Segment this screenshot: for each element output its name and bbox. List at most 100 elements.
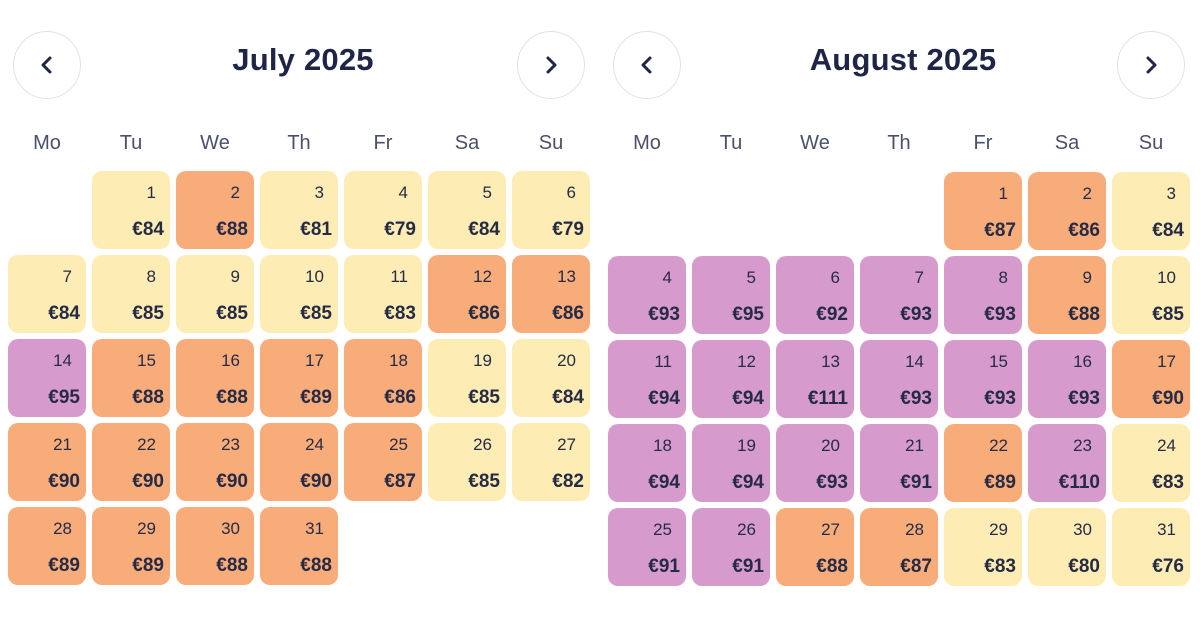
day-cell[interactable]: 3 €81 [260, 171, 338, 249]
day-cell[interactable]: 14 €95 [8, 339, 86, 417]
day-cell[interactable]: 30 €80 [1028, 508, 1106, 586]
month-title: August 2025 [809, 42, 997, 77]
day-cell[interactable]: 5 €84 [428, 171, 506, 249]
day-price: €85 [468, 471, 500, 492]
day-cell[interactable]: 19 €85 [428, 339, 506, 417]
next-month-button[interactable] [517, 31, 585, 99]
day-cell[interactable]: 14 €93 [860, 340, 938, 418]
day-cell[interactable]: 20 €84 [512, 339, 590, 417]
weekday-label: We [800, 132, 830, 154]
day-number: 29 [989, 520, 1008, 539]
day-cell[interactable]: 16 €93 [1028, 340, 1106, 418]
day-cell[interactable]: 26 €91 [692, 508, 770, 586]
day-cell[interactable]: 4 €93 [608, 256, 686, 334]
day-cell[interactable]: 11 €83 [344, 255, 422, 333]
day-cell[interactable]: 21 €90 [8, 423, 86, 501]
day-price: €79 [552, 219, 584, 240]
chevron-right-icon [546, 56, 557, 74]
day-price: €93 [984, 304, 1016, 325]
day-price: €88 [216, 555, 248, 576]
day-price: €88 [816, 556, 848, 577]
day-price: €91 [900, 472, 932, 493]
day-cell[interactable]: 10 €85 [260, 255, 338, 333]
day-cell[interactable]: 3 €84 [1112, 172, 1190, 250]
day-cell[interactable]: 13 €86 [512, 255, 590, 333]
day-cell[interactable]: 6 €79 [512, 171, 590, 249]
day-cell[interactable]: 2 €88 [176, 171, 254, 249]
day-cell[interactable]: 11 €94 [608, 340, 686, 418]
day-cell[interactable]: 20 €93 [776, 424, 854, 502]
day-cell[interactable]: 1 €84 [92, 171, 170, 249]
next-month-button[interactable] [1117, 31, 1185, 99]
previous-month-button[interactable] [613, 31, 681, 99]
day-cell[interactable]: 27 €82 [512, 423, 590, 501]
day-cell[interactable]: 28 €87 [860, 508, 938, 586]
day-cell[interactable]: 18 €86 [344, 339, 422, 417]
day-cell[interactable]: 19 €94 [692, 424, 770, 502]
day-price: €88 [300, 555, 332, 576]
day-number: 30 [221, 519, 240, 538]
day-cell[interactable]: 5 €95 [692, 256, 770, 334]
day-cell[interactable]: 4 €79 [344, 171, 422, 249]
day-number: 23 [1073, 436, 1092, 455]
day-price: €85 [1152, 304, 1184, 325]
day-number: 9 [230, 267, 240, 286]
day-cell[interactable]: 8 €93 [944, 256, 1022, 334]
day-cell[interactable]: 1 €87 [944, 172, 1022, 250]
day-price: €91 [732, 556, 764, 577]
day-price: €82 [552, 471, 584, 492]
day-number: 2 [1082, 184, 1092, 203]
day-cell[interactable]: 24 €90 [260, 423, 338, 501]
day-cell[interactable]: 26 €85 [428, 423, 506, 501]
day-cell[interactable]: 22 €90 [92, 423, 170, 501]
day-cell[interactable]: 30 €88 [176, 507, 254, 585]
day-cell[interactable]: 18 €94 [608, 424, 686, 502]
day-price: €87 [384, 471, 416, 492]
day-number: 18 [389, 351, 408, 370]
previous-month-button[interactable] [13, 31, 81, 99]
day-price: €86 [552, 303, 584, 324]
day-cell[interactable]: 28 €89 [8, 507, 86, 585]
day-price: €87 [984, 220, 1016, 241]
day-cell[interactable]: 13 €111 [776, 340, 854, 418]
day-cell[interactable]: 9 €85 [176, 255, 254, 333]
day-cell[interactable]: 6 €92 [776, 256, 854, 334]
day-cell[interactable]: 29 €89 [92, 507, 170, 585]
day-cell[interactable]: 27 €88 [776, 508, 854, 586]
day-cell[interactable]: 25 €91 [608, 508, 686, 586]
day-cell[interactable]: 23 €110 [1028, 424, 1106, 502]
day-number: 27 [557, 435, 576, 454]
day-cell[interactable]: 31 €88 [260, 507, 338, 585]
day-cell[interactable]: 16 €88 [176, 339, 254, 417]
day-cell[interactable]: 15 €93 [944, 340, 1022, 418]
day-cell[interactable]: 15 €88 [92, 339, 170, 417]
day-number: 28 [53, 519, 72, 538]
day-cell[interactable]: 24 €83 [1112, 424, 1190, 502]
day-cell[interactable]: 29 €83 [944, 508, 1022, 586]
day-number: 8 [998, 268, 1008, 287]
day-cell[interactable]: 7 €84 [8, 255, 86, 333]
day-number: 27 [821, 520, 840, 539]
day-cell[interactable]: 25 €87 [344, 423, 422, 501]
day-number: 12 [473, 267, 492, 286]
day-number: 19 [737, 436, 756, 455]
day-cell[interactable]: 2 €86 [1028, 172, 1106, 250]
day-cell[interactable]: 8 €85 [92, 255, 170, 333]
day-cell[interactable]: 23 €90 [176, 423, 254, 501]
day-number: 16 [1073, 352, 1092, 371]
day-cell[interactable]: 9 €88 [1028, 256, 1106, 334]
day-cell[interactable]: 17 €90 [1112, 340, 1190, 418]
day-cell[interactable]: 12 €86 [428, 255, 506, 333]
day-cell[interactable]: 21 €91 [860, 424, 938, 502]
weekday-label: Tu [719, 132, 743, 154]
day-price: €84 [48, 303, 80, 324]
day-cell[interactable]: 31 €76 [1112, 508, 1190, 586]
day-cell[interactable]: 12 €94 [692, 340, 770, 418]
day-cell[interactable]: 7 €93 [860, 256, 938, 334]
day-price: €76 [1152, 556, 1184, 577]
day-cell[interactable]: 17 €89 [260, 339, 338, 417]
day-cell[interactable]: 22 €89 [944, 424, 1022, 502]
day-price: €90 [1152, 388, 1184, 409]
day-price: €83 [984, 556, 1016, 577]
day-cell[interactable]: 10 €85 [1112, 256, 1190, 334]
